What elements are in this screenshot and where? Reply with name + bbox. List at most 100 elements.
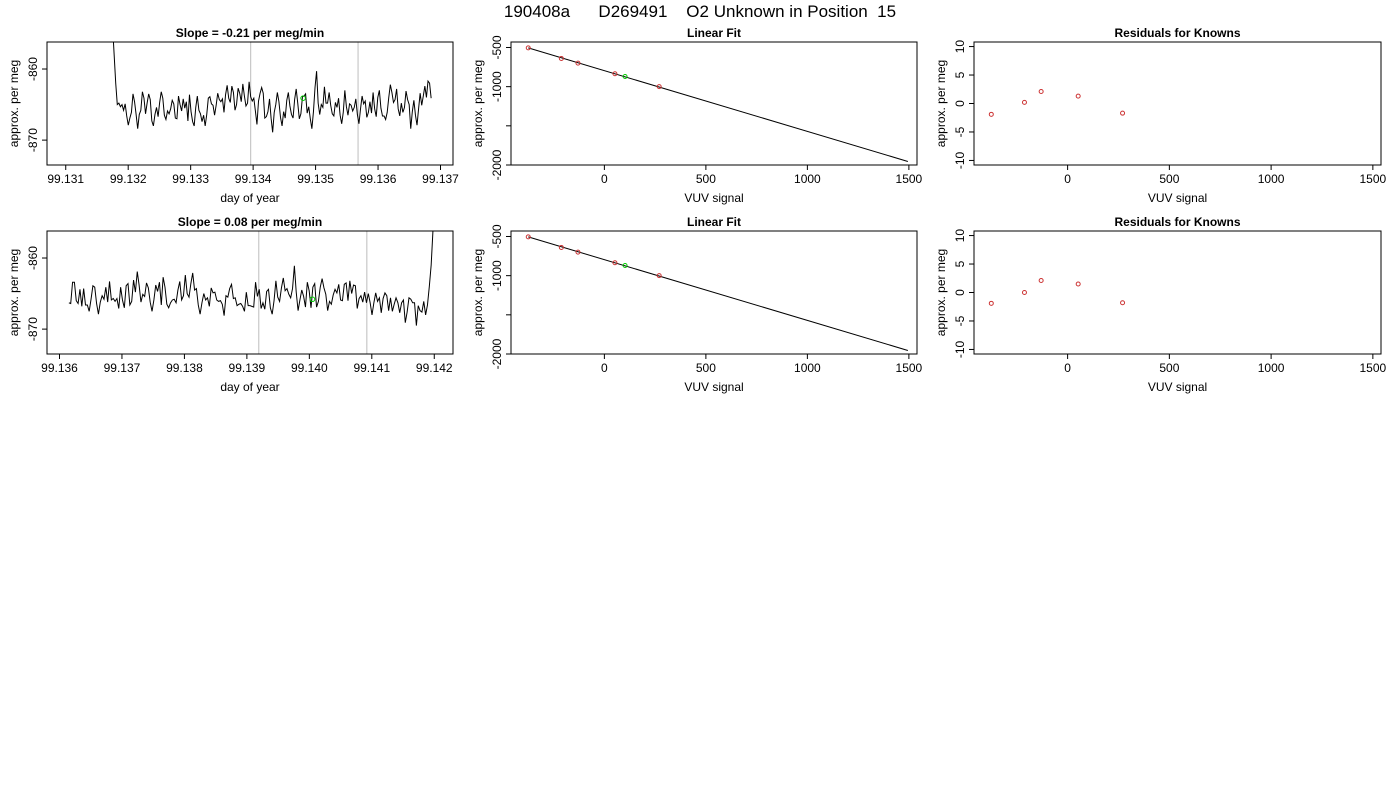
y-tick-label: -500 (490, 224, 504, 248)
x-tick-label: 500 (1159, 361, 1179, 375)
residual-point (1038, 89, 1044, 95)
y-tick-label: -500 (490, 35, 504, 59)
plot-frame (973, 41, 1382, 166)
known-point (525, 45, 531, 51)
known-point (612, 260, 618, 266)
x-tick-label: 99.133 (172, 172, 209, 186)
known-point (656, 84, 662, 90)
chart-panel-2: Linear Fit 0 500 1000 1500 VUV signal -2000 -10… (471, 26, 923, 205)
x-axis-label: VUV signal (1148, 191, 1207, 205)
y-tick-label: -870 (26, 128, 40, 152)
y-tick-label: -870 (26, 317, 40, 341)
y-tick-label: -1000 (490, 260, 504, 291)
x-axis-label: VUV signal (684, 191, 743, 205)
x-tick-label: 99.136 (360, 172, 397, 186)
plot-area (988, 278, 1126, 306)
y-tick-label: -10 (953, 151, 967, 169)
chart-title: Linear Fit (687, 26, 741, 40)
unknown-point (622, 73, 628, 79)
residual-point (988, 111, 994, 117)
plot-area (988, 89, 1126, 117)
x-tick-label: 1500 (896, 361, 923, 375)
fit-line (528, 47, 909, 162)
x-tick-label: 1000 (794, 172, 821, 186)
chart-panel-3: Residuals for Knowns 0 500 1000 1500 VUV sign… (934, 26, 1387, 205)
y-tick-label: 10 (953, 40, 967, 54)
residual-point (988, 300, 994, 306)
y-axis-label: approx. per meg (934, 60, 948, 147)
y-tick-label: -860 (26, 57, 40, 81)
chart-title: Slope = 0.08 per meg/min (178, 215, 322, 229)
x-tick-label: 0 (601, 361, 608, 375)
y-tick-label: -860 (26, 246, 40, 270)
plot-frame (46, 41, 454, 166)
known-point (656, 273, 662, 279)
chart-panel-1: Slope = -0.21 per meg/min 99.131 99.132 99.… (7, 26, 459, 205)
unknown-point (622, 262, 628, 268)
residual-point (1120, 300, 1126, 306)
residual-point (1120, 110, 1126, 116)
x-tick-label: 99.138 (166, 361, 203, 375)
x-tick-label: 1500 (1360, 361, 1387, 375)
residual-point (1021, 99, 1027, 105)
residual-point (1075, 281, 1081, 287)
known-point (558, 55, 564, 61)
x-tick-label: 99.137 (104, 361, 141, 375)
y-axis-label: approx. per meg (471, 249, 485, 336)
y-tick-label: -2000 (490, 338, 504, 369)
x-tick-label: 1500 (896, 172, 923, 186)
x-tick-label: 500 (696, 172, 716, 186)
x-tick-label: 99.139 (229, 361, 266, 375)
chart-panel-5: Linear Fit 0 500 1000 1500 VUV signal -2000 -10… (471, 215, 923, 394)
residual-point (1075, 93, 1081, 99)
chart-panel-4: Slope = 0.08 per meg/min 99.136 99.137 99.1… (7, 215, 454, 394)
known-point (612, 71, 618, 77)
x-tick-label: 99.142 (416, 361, 453, 375)
x-axis-label: VUV signal (1148, 380, 1207, 394)
data-trace (112, 42, 432, 133)
y-tick-label: -5 (953, 126, 967, 137)
y-axis-label: approx. per meg (7, 60, 21, 147)
y-tick-label: -5 (953, 315, 967, 326)
fit-line (528, 236, 909, 351)
chart-title: Slope = -0.21 per meg/min (176, 26, 324, 40)
plot-area (68, 231, 434, 326)
x-tick-label: 0 (601, 172, 608, 186)
residual-point (1038, 278, 1044, 284)
x-tick-label: 99.137 (422, 172, 459, 186)
plot-frame (46, 230, 454, 355)
y-tick-label: -1000 (490, 71, 504, 102)
unknown-marker (309, 296, 316, 303)
data-trace (68, 231, 434, 326)
y-axis-label: approx. per meg (934, 249, 948, 336)
plot-frame (973, 230, 1382, 355)
known-point (575, 60, 581, 66)
x-tick-label: 1000 (1258, 172, 1285, 186)
known-point (575, 249, 581, 255)
x-tick-label: 0 (1064, 172, 1071, 186)
known-point (525, 234, 531, 240)
y-tick-label: 5 (953, 71, 967, 78)
chart-title: Residuals for Knowns (1114, 215, 1240, 229)
x-axis-label: VUV signal (684, 380, 743, 394)
x-tick-label: 99.132 (110, 172, 147, 186)
y-tick-label: -10 (953, 340, 967, 358)
plot-area (112, 42, 432, 133)
page-title: 190408a D269491 O2 Unknown in Position 1… (503, 2, 897, 21)
x-tick-label: 0 (1064, 361, 1071, 375)
plot-area (525, 234, 909, 351)
y-tick-label: 0 (953, 100, 967, 107)
y-tick-label: 10 (953, 229, 967, 243)
y-tick-label: 5 (953, 260, 967, 267)
y-axis-label: approx. per meg (471, 60, 485, 147)
chart-title: Residuals for Knowns (1114, 26, 1240, 40)
chart-title: Linear Fit (687, 215, 741, 229)
x-tick-label: 1000 (794, 361, 821, 375)
chart-panel-6: Residuals for Knowns 0 500 1000 1500 VUV sign… (934, 215, 1387, 394)
plot-area (525, 45, 909, 162)
x-tick-label: 99.135 (297, 172, 334, 186)
unknown-marker (300, 95, 306, 101)
y-tick-label: 0 (953, 289, 967, 296)
x-tick-label: 99.134 (235, 172, 272, 186)
